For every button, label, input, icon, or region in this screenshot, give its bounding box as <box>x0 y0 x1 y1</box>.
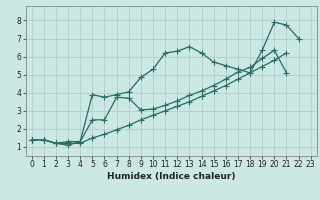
X-axis label: Humidex (Indice chaleur): Humidex (Indice chaleur) <box>107 172 236 181</box>
